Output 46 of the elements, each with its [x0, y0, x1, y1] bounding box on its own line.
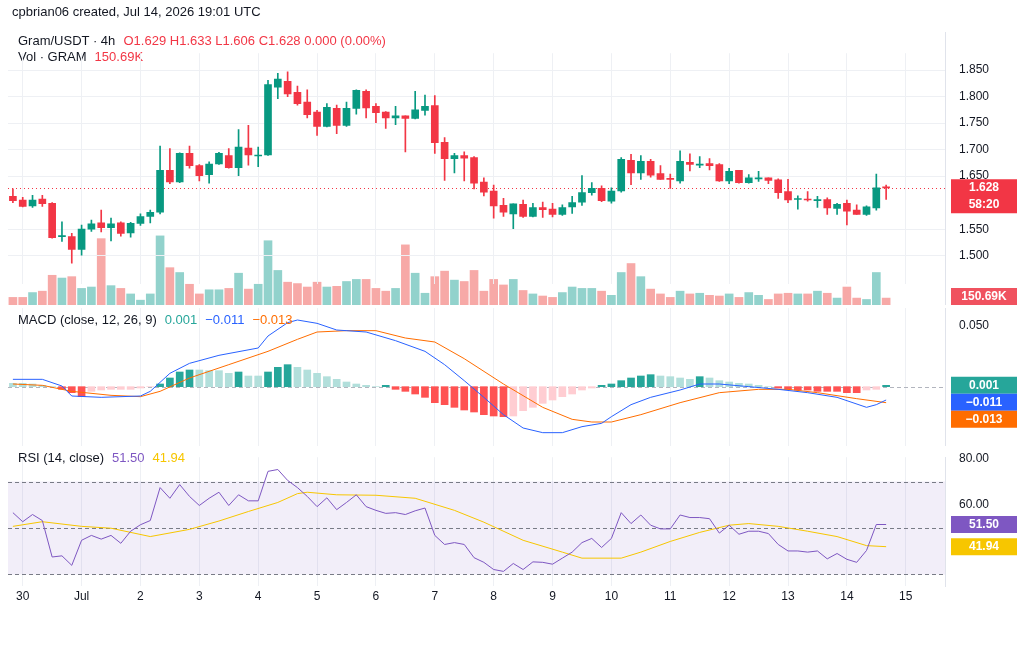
y-tick-label: 1.800: [959, 88, 990, 103]
text: 150.69K: [961, 288, 1008, 303]
annotation: 0.001: [164, 311, 198, 327]
chart-title: Gram/USDT · 4h: [18, 32, 116, 48]
ref-line-label: 1.628: [968, 180, 1000, 195]
text: 150.69K: [94, 48, 144, 64]
x-tick-label: 14: [840, 588, 854, 603]
x-tick-label: 15: [899, 588, 913, 603]
y-tick-label: 1.500: [959, 248, 990, 263]
chart-title: Vol · GRAM: [18, 48, 87, 64]
x-tick-label: 3: [195, 588, 203, 603]
text: 41.94: [968, 539, 1000, 553]
x-tick-label: 2: [137, 588, 145, 603]
y-tick-label: 1.850: [959, 62, 990, 77]
annotation: 41.94: [152, 449, 186, 465]
x-tick-label: Jul: [73, 588, 90, 603]
y-tick-label: 1.750: [959, 115, 990, 130]
chart-title: MACD (close, 12, 26, 9): [18, 311, 157, 327]
y-tick-label: 1.650: [959, 168, 990, 183]
x-tick-label: 4: [254, 588, 262, 603]
text: O1.629 H1.633 L1.606 C1.628 0.000 (0.00%): [123, 32, 386, 48]
y-tick-label: 60.00: [959, 497, 990, 512]
y-tick-label: 1.700: [959, 141, 990, 156]
chart-title: RSI (14, close): [18, 449, 104, 465]
text: 0.001: [968, 377, 1000, 392]
text: −0.011: [965, 394, 1003, 409]
text: 58:20: [968, 197, 1000, 212]
chart-subtitle: cpbrian06 created, Jul 14, 2026 19:01 UTC: [12, 4, 261, 19]
x-tick-label: 9: [549, 588, 557, 603]
x-tick-label: 13: [781, 588, 796, 603]
y-tick-label: 1.550: [959, 221, 990, 236]
x-tick-label: 10: [604, 588, 619, 603]
text: 51.50: [968, 516, 1000, 531]
x-tick-label: 7: [431, 588, 439, 603]
y-tick-label: 80.00: [959, 450, 990, 465]
x-tick-label: 12: [722, 588, 737, 603]
annotation: −0.011: [205, 311, 245, 327]
annotation: −0.013: [252, 311, 293, 327]
x-tick-label: 8: [490, 588, 498, 603]
text: −0.013: [965, 411, 1003, 426]
x-tick-label: 6: [372, 588, 380, 603]
annotation: 51.50: [111, 449, 145, 465]
text: 0.050: [959, 318, 990, 333]
x-tick-label: 30: [16, 588, 30, 603]
x-tick-label: 5: [313, 588, 321, 603]
x-tick-label: 11: [664, 588, 677, 603]
